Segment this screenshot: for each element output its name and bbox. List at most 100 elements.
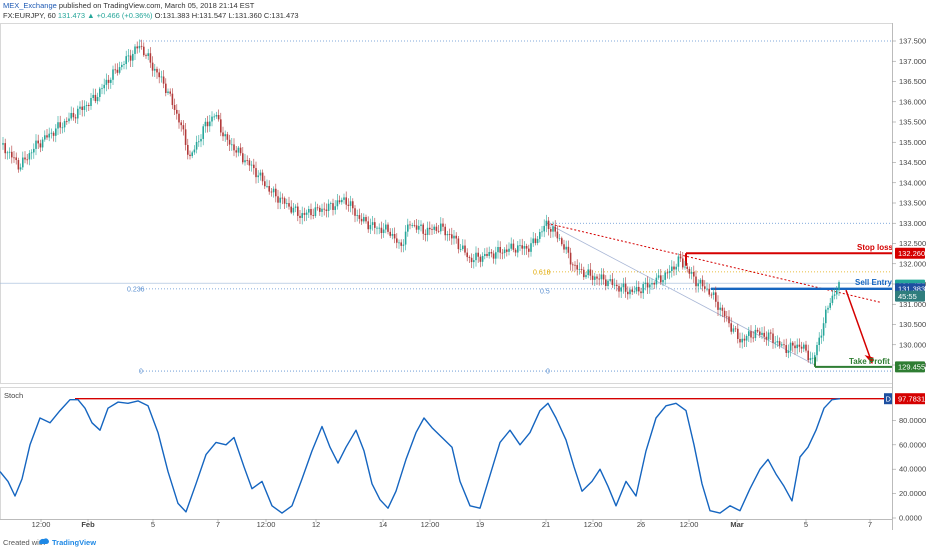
candle-body	[288, 203, 290, 207]
candle-body	[37, 140, 39, 144]
candle-body	[347, 204, 350, 206]
price-tick-label: 133.000	[899, 219, 926, 228]
candle-body	[261, 172, 264, 182]
stoch-value-tag	[895, 393, 925, 405]
candle-body	[455, 235, 457, 239]
candle-body	[534, 238, 537, 244]
candle-body	[633, 291, 636, 293]
candle-body	[162, 76, 165, 84]
candle-body	[664, 272, 666, 280]
stochastic-pane[interactable]: Stoch	[0, 387, 893, 520]
candle-body	[609, 279, 611, 281]
candle-body	[19, 167, 22, 170]
candle-body	[466, 252, 468, 258]
ohlc-low: L:131.360	[228, 11, 262, 20]
candle-body	[96, 96, 99, 102]
candle-body	[607, 280, 609, 287]
candle-body	[770, 332, 772, 334]
candle-body	[132, 53, 134, 61]
stoch-tick-label: 80.0000	[899, 416, 926, 425]
candle-body	[820, 335, 823, 338]
candle-body	[717, 301, 719, 310]
candle-body	[371, 222, 374, 225]
candle-body	[737, 328, 739, 339]
candle-body	[492, 253, 495, 259]
candle-body	[360, 218, 363, 222]
candle-body	[253, 164, 255, 169]
candle-body	[171, 93, 174, 106]
candle-body	[173, 105, 176, 110]
candle-body	[202, 126, 204, 139]
candle-body	[290, 206, 292, 213]
candle-body	[409, 224, 411, 226]
candle-body	[123, 64, 125, 65]
candle-body	[827, 307, 829, 310]
candle-body	[778, 341, 781, 346]
candle-body	[70, 112, 72, 119]
candle-body	[136, 46, 138, 49]
candle-body	[809, 358, 812, 361]
candle-body	[543, 225, 545, 232]
price-pane[interactable]: 0.618 0.236 0.5 0 0 Stop loss Sell Entry Take P…	[0, 23, 894, 384]
candle-body	[838, 282, 840, 291]
candle-body	[550, 229, 552, 232]
candle-body	[668, 271, 671, 273]
candle-body	[268, 185, 270, 192]
candle-body	[286, 203, 288, 204]
symbol-label[interactable]: FX:EURJPY, 60	[3, 11, 56, 20]
candle-body	[165, 83, 167, 94]
candle-body	[594, 276, 596, 280]
candle-body	[374, 222, 376, 228]
candle-body	[514, 249, 517, 253]
candle-body	[475, 252, 477, 261]
candle-body	[204, 121, 207, 127]
candle-body	[576, 265, 578, 270]
candle-body	[301, 213, 303, 218]
candle-body	[631, 289, 633, 292]
candle-body	[396, 238, 398, 243]
price-tag-stop: 132.260	[895, 247, 925, 259]
candle-body	[195, 141, 198, 150]
candle-body	[99, 88, 101, 97]
candle-body	[484, 254, 486, 257]
candle-body	[303, 213, 306, 215]
candle-body	[490, 251, 493, 254]
brand-name[interactable]: TradingView	[52, 538, 97, 547]
time-tick-label: 19	[476, 520, 484, 529]
candle-body	[446, 234, 449, 236]
candle-body	[140, 45, 143, 47]
candle-body	[118, 67, 121, 73]
candle-body	[789, 342, 792, 351]
candle-body	[189, 154, 191, 157]
candle-body	[30, 152, 33, 154]
candle-body	[88, 104, 90, 106]
time-tick-label: 12	[312, 520, 320, 529]
candle-body	[506, 249, 508, 252]
candle-body	[451, 234, 453, 239]
candle-body	[759, 331, 761, 335]
candle-body	[363, 217, 365, 222]
candle-body	[50, 132, 53, 134]
candle-body	[587, 269, 589, 276]
candle-body	[783, 344, 785, 346]
stop-loss-label: Stop loss	[857, 243, 894, 252]
stoch-d-letter: D	[886, 395, 892, 404]
stoch-line[interactable]	[0, 398, 841, 514]
publish-info: MEX_Exchange published on TradingView.co…	[3, 1, 254, 11]
candle-body	[297, 206, 299, 216]
candle-body	[697, 283, 699, 287]
time-tick-label: 7	[216, 520, 220, 529]
candlesticks[interactable]	[2, 39, 840, 365]
candle-body	[264, 181, 266, 187]
candle-body	[657, 275, 660, 278]
candle-body	[237, 147, 240, 153]
candle-body	[314, 207, 317, 217]
author-link[interactable]: MEX_Exchange	[3, 1, 57, 10]
price-tick-label: 131.000	[899, 300, 926, 309]
candle-body	[825, 309, 827, 324]
price-tick-label: 134.500	[899, 158, 926, 167]
candle-body	[618, 286, 620, 292]
candle-body	[525, 246, 528, 249]
candle-body	[558, 238, 561, 240]
